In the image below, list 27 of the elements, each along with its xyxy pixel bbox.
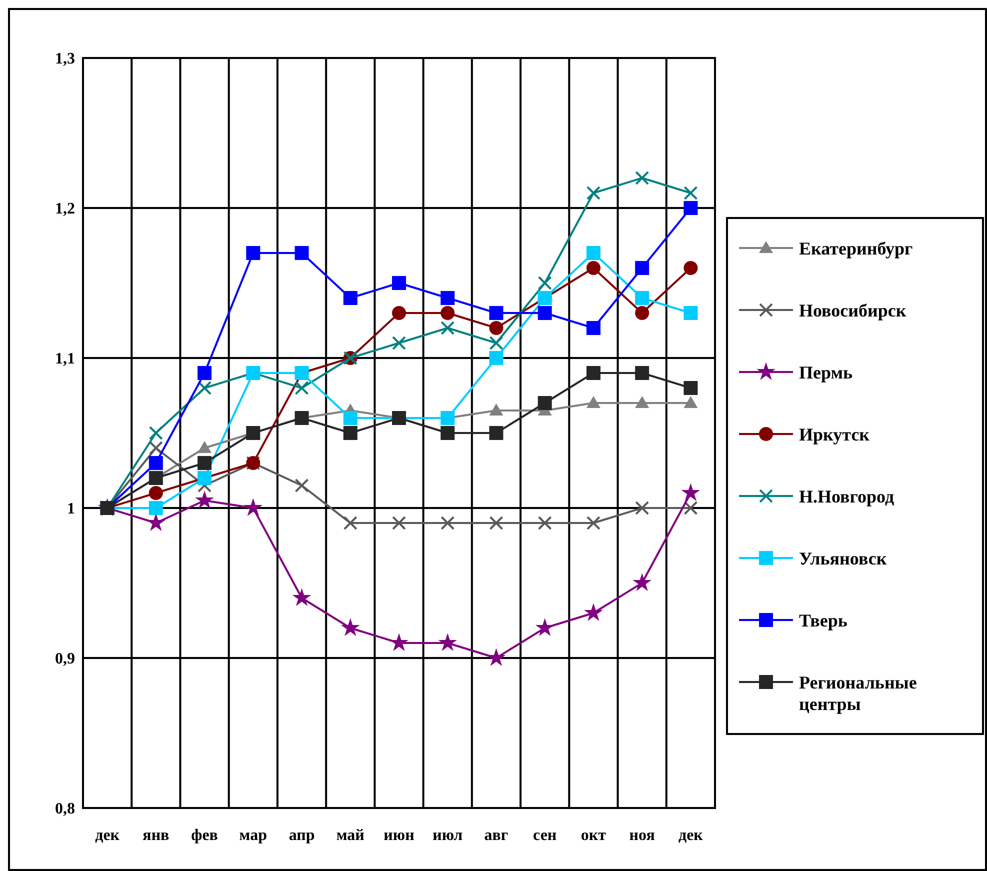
- legend-label: Н.Новгород: [799, 486, 894, 506]
- x-tick-label: мар: [239, 827, 268, 844]
- x-tick-label: янв: [142, 827, 170, 844]
- y-tick-label: 1,2: [55, 200, 75, 218]
- y-tick-label: 1,3: [55, 50, 75, 68]
- x-tick-label: май: [336, 827, 364, 844]
- x-tick-label: ноя: [629, 827, 656, 844]
- x-tick-label: авг: [484, 827, 508, 844]
- legend-label: Тверь: [799, 610, 848, 630]
- legend-label: Екатеринбург: [799, 238, 913, 258]
- x-tick-label: дек: [678, 827, 704, 844]
- legend-label: Иркутск: [799, 424, 870, 444]
- y-tick-label: 1: [67, 500, 75, 518]
- legend-label: Новосибирск: [799, 300, 907, 320]
- x-tick-label: июн: [384, 827, 414, 844]
- legend-label: Пермь: [799, 362, 853, 382]
- legend-label: Ульяновск: [799, 548, 888, 568]
- x-tick-label: июл: [432, 827, 463, 844]
- x-tick-label: апр: [288, 827, 315, 844]
- y-tick-label: 0,9: [55, 650, 75, 668]
- x-tick-label: фев: [191, 827, 218, 844]
- x-tick-label: окт: [580, 827, 606, 844]
- x-tick-label: сен: [533, 827, 557, 844]
- y-tick-label: 0,8: [55, 800, 75, 818]
- legend-label: Региональные центры: [799, 672, 917, 714]
- y-tick-label: 1,1: [55, 350, 75, 368]
- x-tick-label: дек: [95, 827, 120, 844]
